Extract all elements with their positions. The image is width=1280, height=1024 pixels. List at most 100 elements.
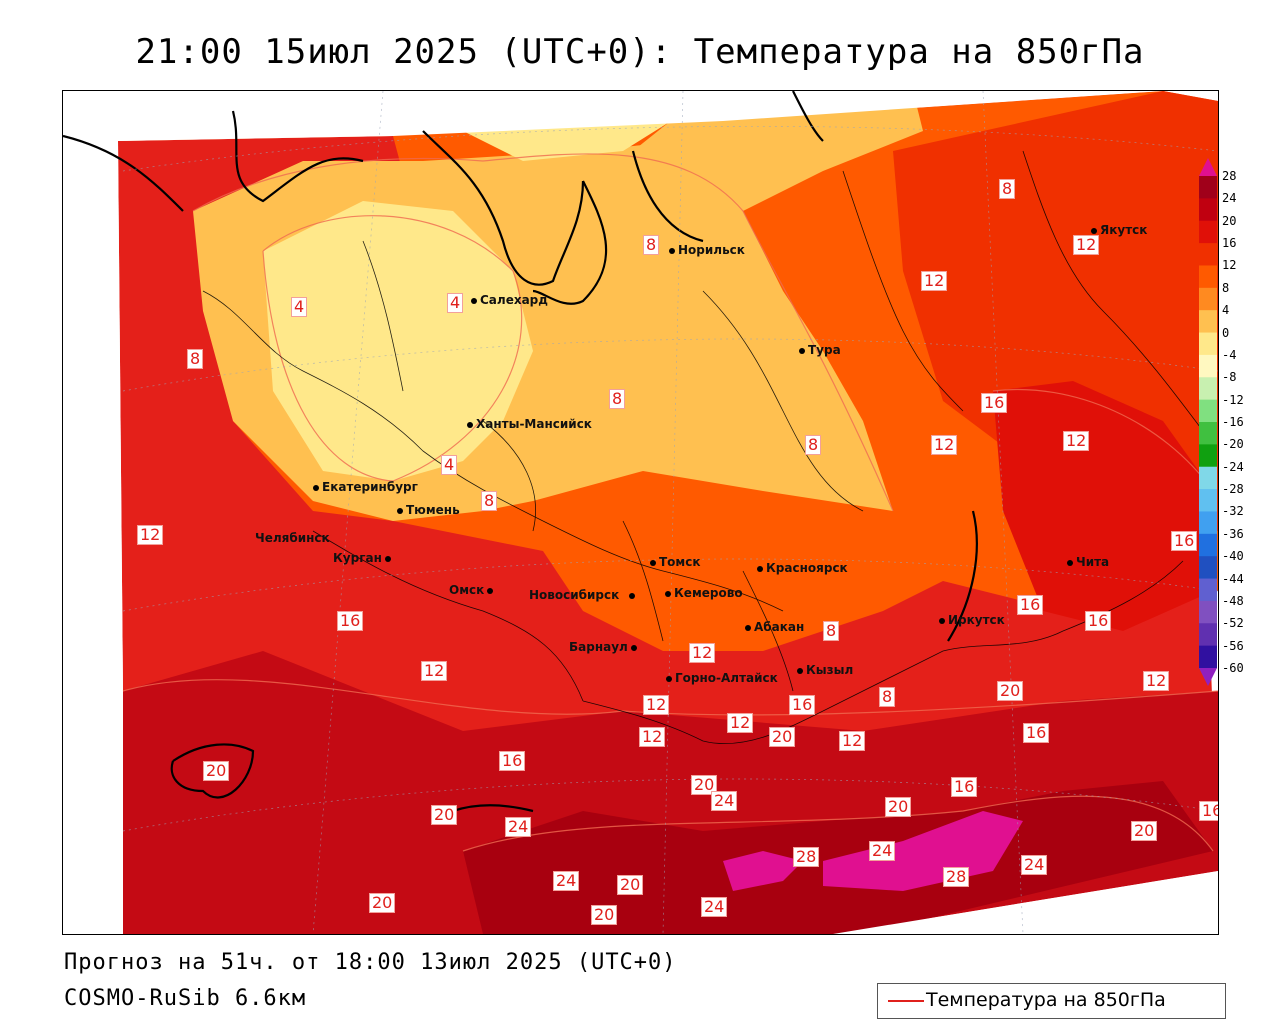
city-dot-icon xyxy=(630,644,637,651)
isotherm-label: 12 xyxy=(727,713,754,733)
isotherm-label: 16 xyxy=(789,695,816,715)
colorbar-tick-label: -16 xyxy=(1222,415,1244,429)
colorbar-tick-label: -8 xyxy=(1222,370,1237,385)
isotherm-label: 16 xyxy=(1085,611,1112,631)
colorbar-arrow-bottom xyxy=(1199,668,1217,686)
colorbar-tick-label: -52 xyxy=(1222,616,1244,631)
isotherm-label: 12 xyxy=(921,271,948,291)
colorbar-swatch xyxy=(1199,220,1217,244)
colorbar-swatch xyxy=(1199,645,1217,669)
isotherm-label: 24 xyxy=(505,817,532,837)
isotherm-label: 20 xyxy=(617,875,644,895)
city-label: Тура xyxy=(799,343,841,357)
isotherm-label: 16 xyxy=(1023,723,1050,743)
outside-south xyxy=(833,871,1218,934)
legend-line-icon xyxy=(888,1000,924,1002)
outside-north xyxy=(63,91,1218,141)
isotherm-label: 12 xyxy=(1063,431,1090,451)
isotherm-label: 20 xyxy=(431,805,458,825)
city-dot-icon xyxy=(313,484,319,491)
isotherm-label: 12 xyxy=(839,731,866,751)
city-label: Омск xyxy=(449,583,496,597)
colorbar-arrow-top xyxy=(1199,158,1217,176)
city-label: Екатеринбург xyxy=(313,480,418,494)
isotherm-label: 8 xyxy=(823,621,840,641)
map-title: 21:00 15июл 2025 (UTC+0): Температура на… xyxy=(135,32,1145,72)
isotherm-label: 4 xyxy=(441,455,458,475)
colorbar-tick-label: 24 xyxy=(1222,191,1237,206)
city-label: Барнаул xyxy=(569,640,640,654)
city-dot-icon xyxy=(1067,559,1073,566)
isotherm-label: 16 xyxy=(499,751,526,771)
city-dot-icon xyxy=(669,247,675,254)
outside-west xyxy=(63,141,123,934)
isotherm-label: 16 xyxy=(1199,801,1218,821)
isotherm-label: 4 xyxy=(291,297,308,317)
city-dot-icon xyxy=(757,565,763,572)
isotherm-label: 8 xyxy=(481,491,498,511)
colorbar-swatch xyxy=(1199,623,1217,647)
colorbar-swatch xyxy=(1199,399,1217,423)
colorbar-swatch xyxy=(1199,198,1217,222)
colorbar-tick-label: -56 xyxy=(1222,638,1244,653)
isotherm-label: 8 xyxy=(609,389,626,409)
zone-16-east xyxy=(993,381,1213,631)
isotherm-label: 20 xyxy=(591,905,618,925)
isotherm-label: 12 xyxy=(639,727,666,747)
isotherm-label: 24 xyxy=(1021,855,1048,875)
city-label: Норильск xyxy=(669,243,745,257)
isotherm-label: 16 xyxy=(1017,595,1044,615)
isotherm-label: 20 xyxy=(369,893,396,913)
city-label: Челябинск xyxy=(255,531,330,545)
city-dot-icon xyxy=(629,592,636,599)
map-area[interactable]: Норильск Якутск Салехард Тура Ханты-Манс… xyxy=(62,90,1219,935)
city-label: Курган xyxy=(333,551,394,565)
isotherm-label: 12 xyxy=(689,643,716,663)
temperature-field xyxy=(63,91,1218,934)
model-name: COSMO-RuSib 6.6км xyxy=(64,986,307,1011)
colorbar-tick-label: 28 xyxy=(1222,169,1237,183)
city-name: Норильск xyxy=(678,243,745,257)
isotherm-label: 16 xyxy=(981,393,1008,413)
city-label: Тюмень xyxy=(397,503,460,517)
city-dot-icon xyxy=(487,587,494,594)
city-label: Новосибирск xyxy=(529,588,638,602)
city-label: Томск xyxy=(650,555,701,569)
colorbar-swatch xyxy=(1199,578,1217,602)
colorbar-swatch xyxy=(1199,377,1217,401)
colorbar-swatch xyxy=(1199,310,1217,334)
isotherm-label: 28 xyxy=(943,867,970,887)
colorbar-tick-label: -60 xyxy=(1222,661,1244,675)
city-name: Екатеринбург xyxy=(322,480,418,494)
city-dot-icon xyxy=(939,617,945,624)
isotherm-label: 16 xyxy=(951,777,978,797)
city-label: Якутск xyxy=(1091,223,1147,237)
city-name: Абакан xyxy=(754,620,805,634)
isotherm-label: 16 xyxy=(337,611,364,631)
colorbar-tick-label: -40 xyxy=(1222,549,1244,564)
zone-28b xyxy=(823,811,1023,891)
city-dot-icon xyxy=(384,555,391,562)
isotherm-label: 12 xyxy=(1143,671,1170,691)
city-label: Красноярск xyxy=(757,561,848,575)
colorbar-tick-label: -4 xyxy=(1222,347,1237,362)
isotherm-label: 28 xyxy=(793,847,820,867)
isotherm-label: 8 xyxy=(187,349,204,369)
colorbar-swatch xyxy=(1199,533,1217,557)
isotherm-label: 24 xyxy=(711,791,738,811)
isotherm-label: 20 xyxy=(769,727,796,747)
isotherm-label: 12 xyxy=(137,525,164,545)
city-dot-icon xyxy=(797,667,803,674)
city-dot-icon xyxy=(745,624,751,631)
city-name: Горно-Алтайск xyxy=(675,671,778,685)
city-label: Иркутск xyxy=(939,613,1005,627)
colorbar-tick-label: -32 xyxy=(1222,504,1244,519)
city-name: Ханты-Мансийск xyxy=(476,417,592,431)
colorbar-tick-label: -12 xyxy=(1222,392,1244,407)
colorbar-swatch xyxy=(1199,287,1217,311)
city-name: Красноярск xyxy=(766,561,848,575)
city-label: Салехард xyxy=(471,293,548,307)
legend-label: Температура на 850гПа xyxy=(926,989,1166,1011)
isotherm-label: 16 xyxy=(1171,531,1198,551)
colorbar-tick-label: -24 xyxy=(1222,459,1244,474)
